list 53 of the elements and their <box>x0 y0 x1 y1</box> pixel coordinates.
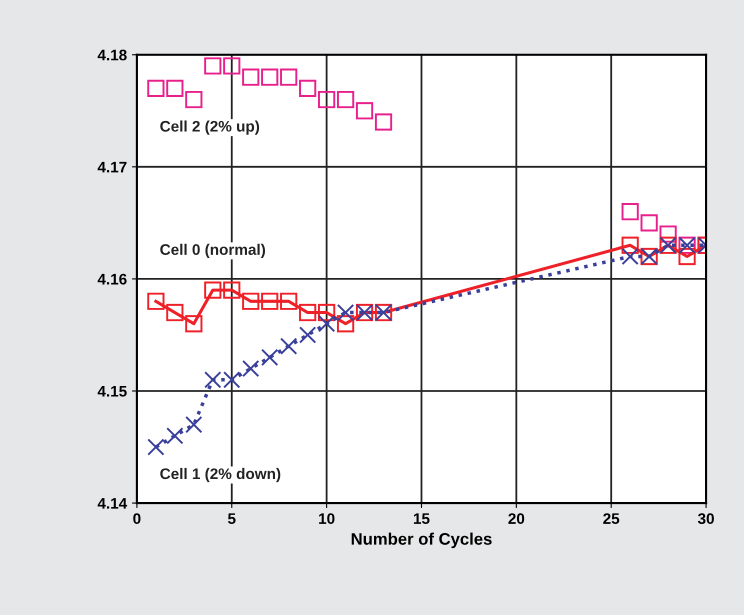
x-axis-title: Number of Cycles <box>352 532 492 548</box>
point <box>299 304 316 322</box>
point <box>185 416 202 434</box>
point <box>318 315 336 332</box>
point <box>242 360 260 378</box>
series-label: Cell 2 (2% up) <box>160 120 260 135</box>
point <box>374 113 392 131</box>
point <box>640 214 658 232</box>
point <box>280 338 298 355</box>
y-tick-label: 4.16 <box>98 274 127 285</box>
point <box>678 248 696 266</box>
y-tick-label: 4.14 <box>98 498 128 509</box>
x-tick-label: 0 <box>133 513 141 524</box>
x-tick-label: 20 <box>508 513 524 524</box>
point <box>185 315 202 332</box>
point <box>336 315 354 332</box>
point <box>280 68 298 86</box>
point <box>318 90 336 108</box>
x-tick-label: 30 <box>698 513 714 524</box>
point <box>223 281 240 299</box>
point <box>185 90 202 108</box>
y-tick-label: 4.18 <box>98 50 127 60</box>
x-tick-label: 25 <box>603 513 620 524</box>
text: Cell 0 (normal) <box>160 244 266 258</box>
point <box>318 304 336 322</box>
point <box>147 80 164 97</box>
point <box>166 80 184 97</box>
point <box>356 102 374 120</box>
x-tick-label: 5 <box>228 513 236 524</box>
point <box>147 292 164 310</box>
y-tick-label: 4.15 <box>98 386 127 397</box>
x-tick-label: 10 <box>319 513 334 524</box>
y-tick-label: 4.17 <box>98 162 127 172</box>
point <box>299 326 316 344</box>
point <box>166 427 184 444</box>
point <box>242 68 260 86</box>
point <box>166 304 184 322</box>
point <box>299 80 316 97</box>
point <box>261 68 278 86</box>
point <box>204 281 222 299</box>
x-tick-label: 15 <box>414 513 430 524</box>
point <box>622 203 639 220</box>
point <box>280 292 298 310</box>
point <box>242 292 260 310</box>
point <box>622 236 639 254</box>
series-label: Cell 1 (2% down) <box>160 468 280 482</box>
point <box>261 292 278 310</box>
point <box>660 225 677 243</box>
point <box>336 90 354 108</box>
point <box>147 438 164 456</box>
point <box>223 57 240 75</box>
point <box>204 57 222 75</box>
point <box>261 348 278 366</box>
